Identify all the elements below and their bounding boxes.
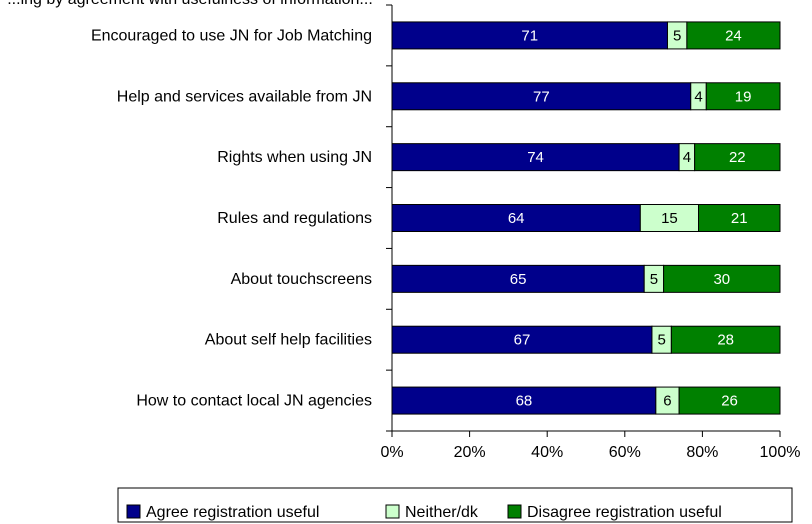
data-label: 6 — [663, 393, 671, 410]
bar-segment-agree — [391, 21, 668, 50]
data-label: 24 — [725, 27, 742, 44]
data-label: 71 — [521, 27, 538, 44]
bar-segment-agree — [391, 204, 641, 232]
bar-segment-agree — [391, 264, 645, 293]
data-label: 65 — [510, 271, 527, 288]
data-label: 74 — [527, 149, 544, 166]
data-label: 67 — [514, 332, 531, 349]
data-label: 22 — [729, 149, 746, 166]
bar-segment-disagree — [678, 386, 781, 415]
category-label: Rights when using JN — [217, 149, 372, 166]
x-tick-label: 60% — [609, 444, 641, 461]
data-label: 4 — [694, 88, 702, 105]
category-label: Rules and regulations — [217, 210, 372, 227]
data-label: 19 — [735, 88, 752, 105]
data-label: 28 — [717, 332, 734, 349]
bar-segment-disagree — [686, 21, 781, 50]
bar-segment-agree — [391, 143, 680, 172]
x-tick-label: 100% — [760, 444, 801, 461]
bar-segment-disagree — [663, 264, 781, 293]
category-label: How to contact local JN agencies — [136, 393, 372, 410]
data-label: 4 — [683, 149, 691, 166]
legend-entry: Agree registration useful — [146, 504, 319, 521]
category-label: About touchscreens — [231, 271, 372, 288]
bar-segment-agree — [391, 325, 653, 354]
data-label: 26 — [721, 393, 738, 410]
legend-swatch — [126, 504, 141, 519]
bar-segment-agree — [391, 82, 692, 111]
chart-title-fragment: ...ing by agreement with usefulness of i… — [7, 0, 373, 8]
data-label: 15 — [661, 210, 678, 227]
x-tick-label: 80% — [686, 444, 718, 461]
legend-swatch — [385, 504, 400, 519]
legend-entry: Disagree registration useful — [527, 504, 722, 521]
data-label: 68 — [516, 393, 533, 410]
legend-box — [117, 487, 793, 523]
legend-entry: Neither/dk — [405, 504, 479, 521]
category-label: Help and services available from JN — [117, 88, 372, 105]
legend-swatch — [507, 504, 522, 519]
category-label: About self help facilities — [205, 332, 372, 349]
bar-segment-disagree — [698, 204, 781, 232]
bar-segment-disagree — [705, 82, 781, 111]
x-tick-label: 0% — [380, 444, 403, 461]
data-label: 30 — [713, 271, 730, 288]
data-label: 21 — [731, 210, 748, 227]
bar-segment-disagree — [670, 325, 781, 354]
bar-segment-neither — [639, 204, 700, 232]
data-label: 77 — [533, 88, 550, 105]
data-label: 5 — [657, 332, 665, 349]
x-tick-label: 40% — [531, 444, 563, 461]
category-label: Encouraged to use JN for Job Matching — [91, 27, 372, 44]
data-label: 64 — [508, 210, 525, 227]
data-label: 5 — [650, 271, 658, 288]
bar-segment-disagree — [694, 143, 781, 172]
data-label: 5 — [673, 27, 681, 44]
x-tick-label: 20% — [454, 444, 486, 461]
bar-segment-agree — [391, 386, 657, 415]
